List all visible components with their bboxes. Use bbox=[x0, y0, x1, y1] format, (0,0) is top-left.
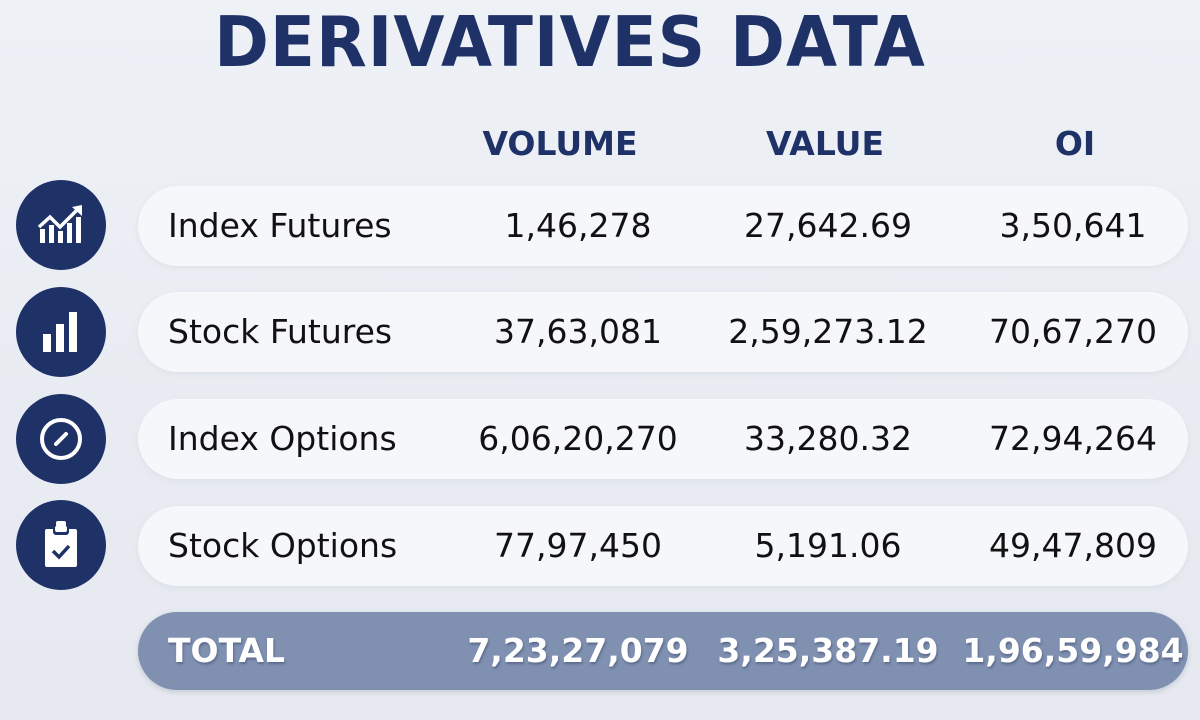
total-volume: 7,23,27,079 bbox=[467, 631, 689, 670]
table-row-index-futures: Index Futures 1,46,278 27,642.69 3,50,64… bbox=[138, 186, 1188, 266]
column-header-oi: OI bbox=[1054, 124, 1096, 163]
volume-cell: 1,46,278 bbox=[504, 206, 652, 245]
oi-cell: 3,50,641 bbox=[999, 206, 1147, 245]
column-header-value: VALUE bbox=[765, 124, 885, 163]
row-label: Stock Options bbox=[168, 526, 398, 565]
row-label: Index Options bbox=[168, 419, 397, 458]
volume-cell: 77,97,450 bbox=[494, 526, 662, 565]
value-cell: 27,642.69 bbox=[744, 206, 912, 245]
bar-chart-icon bbox=[16, 287, 106, 377]
table-row-stock-options: Stock Options 77,97,450 5,191.06 49,47,8… bbox=[138, 506, 1188, 586]
volume-cell: 37,63,081 bbox=[494, 312, 662, 351]
table-row-index-options: Index Options 6,06,20,270 33,280.32 72,9… bbox=[138, 399, 1188, 479]
total-oi: 1,96,59,984 bbox=[962, 631, 1184, 670]
clipboard-check-icon bbox=[16, 500, 106, 590]
oi-cell: 72,94,264 bbox=[989, 419, 1157, 458]
row-label: Index Futures bbox=[168, 206, 392, 245]
trending-up-chart-icon bbox=[16, 180, 106, 270]
page-title: DERIVATIVES DATA bbox=[214, 2, 926, 83]
oi-cell: 70,67,270 bbox=[989, 312, 1157, 351]
total-value: 3,25,387.19 bbox=[717, 631, 939, 670]
total-row: TOTAL 7,23,27,079 3,25,387.19 1,96,59,98… bbox=[138, 612, 1188, 690]
column-header-volume: VOLUME bbox=[482, 124, 638, 163]
total-label: TOTAL bbox=[168, 631, 286, 670]
volume-cell: 6,06,20,270 bbox=[478, 419, 678, 458]
value-cell: 2,59,273.12 bbox=[728, 312, 928, 351]
table-row-stock-futures: Stock Futures 37,63,081 2,59,273.12 70,6… bbox=[138, 292, 1188, 372]
row-label: Stock Futures bbox=[168, 312, 393, 351]
value-cell: 5,191.06 bbox=[754, 526, 902, 565]
gauge-icon bbox=[16, 394, 106, 484]
value-cell: 33,280.32 bbox=[744, 419, 912, 458]
oi-cell: 49,47,809 bbox=[989, 526, 1157, 565]
